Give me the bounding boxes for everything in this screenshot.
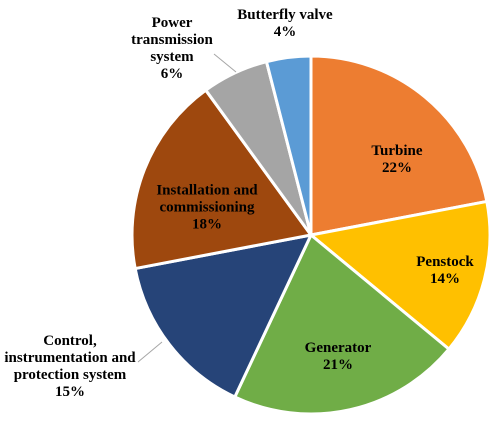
pie-slice [307,199,490,352]
value-label: 18% [192,216,222,233]
category-label: Penstock [416,254,474,270]
slice-label: Generator 21% [283,340,393,374]
value-label: 6% [160,66,184,82]
value-label: 21% [323,357,353,373]
pie-slice [309,54,489,237]
slice-label: Butterfly valve 4% [215,7,355,41]
slice-label: Turbine 22% [342,143,452,177]
category-label: Installation and commissioning [156,182,258,216]
value-label: 22% [382,160,412,176]
pie-slice [133,232,314,399]
value-label: 14% [430,271,460,287]
category-label: Butterfly valve [237,7,333,23]
slice-label: Power transmission system 6% [112,15,232,83]
category-label: Generator [304,340,372,356]
leader-line [213,53,237,73]
category-label: Turbine [371,143,423,159]
pie-slice [232,232,452,416]
leader-line [137,341,163,363]
category-label: Power transmission system [131,15,213,65]
slice-label: Control, instrumentation and protection … [0,333,140,401]
category-label: Control, instrumentation and protection … [4,333,136,383]
pie-slice [130,88,314,271]
slice-label: Penstock 14% [395,254,490,288]
slice-label: Installation and commissioning 18% [137,183,277,234]
value-label: 15% [55,384,85,400]
value-label: 4% [273,24,297,40]
pie-slice [264,54,313,236]
